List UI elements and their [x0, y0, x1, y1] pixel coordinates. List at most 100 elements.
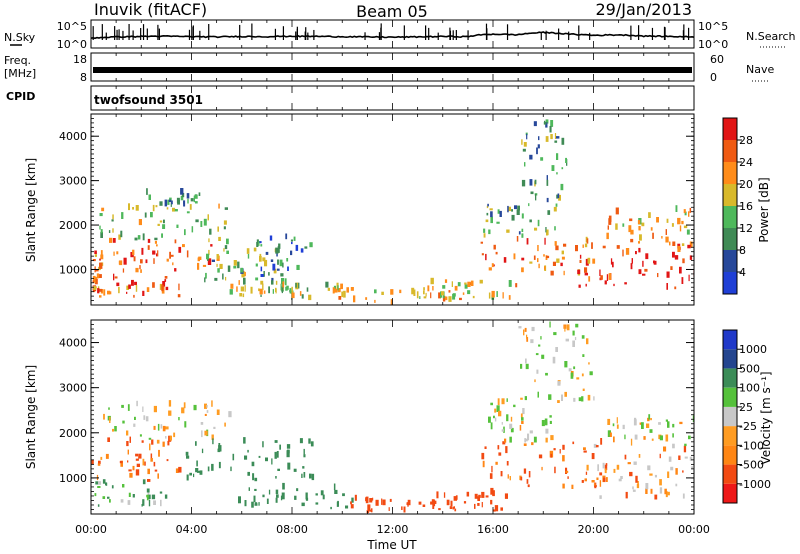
velocity-cell — [342, 493, 345, 497]
power-cell — [684, 211, 687, 216]
velocity-cell — [583, 447, 586, 450]
power-cell — [210, 244, 213, 247]
power-cell — [672, 241, 676, 246]
power-cell — [98, 288, 103, 292]
power-cell — [258, 241, 262, 244]
velocity-cell — [287, 449, 290, 454]
velocity-cell — [533, 436, 537, 443]
velocity-region — [431, 487, 508, 512]
power-cell — [585, 283, 587, 287]
velocity-cell — [624, 434, 626, 440]
power-colorbar-swatch — [723, 140, 737, 162]
power-cell — [260, 280, 264, 285]
nsky-trace — [90, 23, 695, 40]
power-cell — [544, 237, 546, 245]
power-cell — [217, 268, 220, 273]
power-cell — [656, 217, 659, 223]
power-cell — [247, 254, 250, 259]
power-cell — [223, 248, 225, 252]
power-cell — [176, 197, 180, 203]
power-cell — [113, 273, 115, 281]
velocity-cell — [678, 455, 681, 460]
power-cell — [488, 267, 492, 271]
velocity-cell — [195, 468, 199, 473]
velocity-cell — [218, 445, 222, 452]
velocity-cell — [595, 445, 599, 448]
power-cell — [156, 244, 158, 247]
power-cell — [546, 255, 550, 259]
power-region — [99, 237, 220, 273]
power-cell — [216, 263, 218, 267]
power-cell — [551, 165, 555, 171]
power-cell — [502, 292, 504, 299]
velocity-region — [103, 400, 232, 441]
velocity-cell — [564, 325, 566, 332]
power-cell — [419, 296, 421, 299]
velocity-cell — [684, 443, 687, 447]
velocity-cell — [134, 416, 136, 420]
velocity-colorbar-swatch — [723, 464, 737, 484]
power-cell — [666, 271, 670, 278]
power-cell — [100, 254, 104, 260]
time-tick-label: 08:00 — [276, 523, 308, 536]
power-cell — [488, 292, 491, 299]
power-cell — [99, 262, 103, 269]
velocity-cell — [165, 436, 167, 439]
power-cell — [642, 260, 644, 267]
velocity-cell — [624, 454, 627, 460]
power-cell — [100, 250, 103, 257]
velocity-cell — [494, 505, 499, 512]
power-cell — [497, 209, 500, 214]
velocity-cell — [126, 430, 129, 436]
power-cell — [353, 295, 356, 303]
velocity-cell — [520, 397, 523, 400]
power-cell — [135, 205, 139, 211]
velocity-cell — [522, 408, 525, 415]
velocity-cell — [184, 421, 187, 428]
velocity-cell — [520, 363, 523, 369]
power-cell — [630, 229, 634, 235]
power-cell — [134, 237, 138, 241]
velocity-cell — [567, 476, 569, 479]
power-cell — [225, 276, 227, 281]
power-cell — [545, 119, 549, 124]
velocity-cell — [524, 396, 527, 401]
power-cell — [661, 236, 663, 239]
power-cell — [183, 200, 185, 204]
power-cell — [549, 126, 552, 133]
velocity-cell — [559, 449, 561, 454]
power-cell — [260, 294, 262, 297]
velocity-cell — [600, 438, 603, 445]
velocity-cell — [510, 416, 513, 422]
velocity-cell — [268, 489, 271, 495]
velocity-cell — [561, 394, 563, 401]
velocity-cell — [244, 455, 248, 460]
power-cell — [530, 191, 534, 195]
power-region — [99, 203, 228, 243]
power-cell — [226, 238, 229, 245]
velocity-cell — [572, 441, 575, 445]
power-cell — [546, 229, 549, 236]
power-cell — [528, 203, 530, 207]
velocity-cell — [333, 483, 336, 490]
velocity-cell — [305, 492, 308, 500]
velocity-cell — [481, 491, 485, 498]
velocity-cell — [181, 407, 185, 414]
velocity-cell — [553, 332, 557, 336]
power-cell — [161, 284, 164, 292]
nave-label: Nave — [746, 63, 774, 76]
power-cell — [423, 296, 427, 299]
power-cell — [116, 251, 119, 255]
velocity-cell — [128, 492, 131, 497]
power-cell — [506, 229, 510, 233]
power-cell — [546, 175, 548, 181]
power-cell — [556, 172, 558, 175]
power-cell — [156, 253, 158, 257]
velocity-cell — [185, 451, 189, 456]
velocity-cell — [311, 473, 315, 481]
velocity-cell — [367, 504, 371, 511]
power-colorbar-swatch — [723, 118, 737, 140]
velocity-cell — [554, 466, 556, 474]
power-cell — [600, 275, 603, 280]
power-cell — [499, 210, 502, 217]
